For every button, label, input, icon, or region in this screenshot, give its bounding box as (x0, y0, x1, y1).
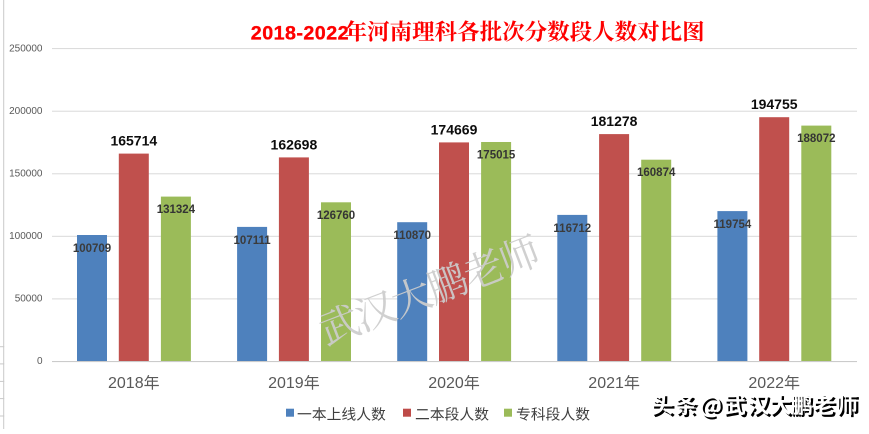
svg-text:188072: 188072 (797, 133, 835, 145)
svg-text:181278: 181278 (591, 113, 638, 129)
svg-text:175015: 175015 (477, 150, 516, 162)
svg-text:2020: 2020 (428, 375, 464, 392)
svg-text:150000: 150000 (9, 169, 43, 180)
svg-text:116712: 116712 (553, 223, 591, 235)
svg-text:194755: 194755 (751, 96, 798, 112)
svg-text:100709: 100709 (73, 243, 111, 255)
svg-text:50000: 50000 (15, 294, 43, 305)
svg-text:110870: 110870 (393, 230, 431, 242)
svg-text:0: 0 (37, 356, 43, 367)
svg-text:126760: 126760 (317, 210, 355, 222)
svg-text:119754: 119754 (714, 219, 752, 231)
svg-text:107111: 107111 (234, 235, 272, 247)
svg-text:100000: 100000 (9, 231, 43, 242)
svg-text:250000: 250000 (9, 43, 43, 54)
svg-text:165714: 165714 (110, 133, 157, 149)
svg-text:2018-2022: 2018-2022 (251, 22, 349, 44)
svg-text:200000: 200000 (9, 106, 43, 117)
svg-text:2021: 2021 (588, 375, 624, 392)
svg-text:2018: 2018 (108, 375, 144, 392)
svg-text:160874: 160874 (637, 167, 676, 179)
svg-text:162698: 162698 (271, 136, 318, 152)
svg-text:2019: 2019 (268, 375, 304, 392)
svg-text:174669: 174669 (431, 121, 478, 137)
svg-text:131324: 131324 (157, 204, 196, 216)
svg-text:2022: 2022 (748, 375, 784, 392)
